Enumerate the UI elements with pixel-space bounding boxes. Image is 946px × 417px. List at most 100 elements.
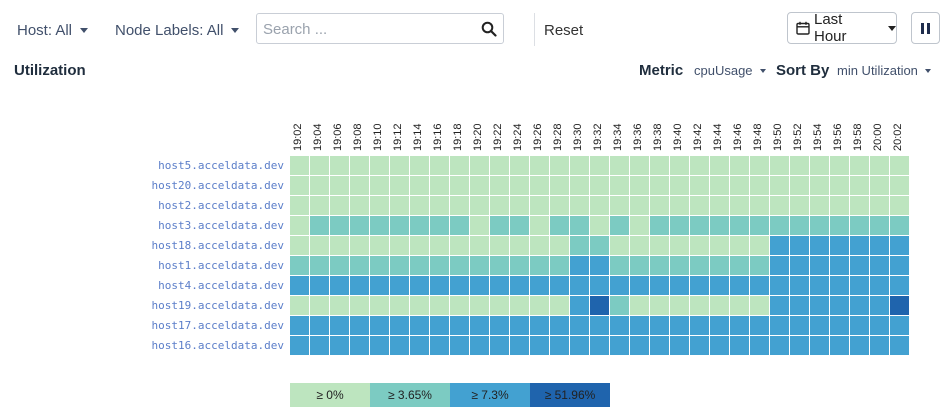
heatmap-cell[interactable] — [670, 276, 690, 296]
heatmap-cell[interactable] — [670, 236, 690, 256]
heatmap-cell[interactable] — [730, 176, 750, 196]
heatmap-cell[interactable] — [490, 336, 510, 356]
host-link[interactable]: host17.acceldata.dev — [151, 319, 284, 332]
heatmap-cell[interactable] — [410, 276, 430, 296]
heatmap-cell[interactable] — [670, 156, 690, 176]
heatmap-cell[interactable] — [790, 276, 810, 296]
heatmap-cell[interactable] — [670, 176, 690, 196]
heatmap-cell[interactable] — [450, 236, 470, 256]
heatmap-cell[interactable] — [730, 316, 750, 336]
heatmap-cell[interactable] — [390, 336, 410, 356]
heatmap-cell[interactable] — [510, 176, 530, 196]
heatmap-cell[interactable] — [870, 316, 890, 336]
heatmap-cell[interactable] — [450, 336, 470, 356]
heatmap-cell[interactable] — [490, 296, 510, 316]
heatmap-cell[interactable] — [650, 316, 670, 336]
heatmap-cell[interactable] — [630, 196, 650, 216]
heatmap-cell[interactable] — [310, 336, 330, 356]
search-icon[interactable] — [481, 21, 497, 37]
heatmap-cell[interactable] — [870, 236, 890, 256]
heatmap-cell[interactable] — [870, 276, 890, 296]
heatmap-cell[interactable] — [650, 256, 670, 276]
heatmap-cell[interactable] — [590, 316, 610, 336]
heatmap-cell[interactable] — [730, 336, 750, 356]
heatmap-cell[interactable] — [530, 296, 550, 316]
heatmap-cell[interactable] — [330, 296, 350, 316]
heatmap-cell[interactable] — [330, 316, 350, 336]
heatmap-cell[interactable] — [570, 296, 590, 316]
heatmap-cell[interactable] — [290, 236, 310, 256]
heatmap-cell[interactable] — [850, 276, 870, 296]
heatmap-cell[interactable] — [650, 176, 670, 196]
heatmap-cell[interactable] — [510, 336, 530, 356]
host-link[interactable]: host19.acceldata.dev — [151, 299, 284, 312]
heatmap-cell[interactable] — [850, 176, 870, 196]
heatmap-cell[interactable] — [430, 176, 450, 196]
node-labels-filter-dropdown[interactable]: Node Labels: All — [115, 22, 240, 39]
heatmap-cell[interactable] — [610, 296, 630, 316]
heatmap-cell[interactable] — [610, 236, 630, 256]
host-link[interactable]: host18.acceldata.dev — [151, 239, 284, 252]
heatmap-cell[interactable] — [670, 296, 690, 316]
heatmap-cell[interactable] — [410, 256, 430, 276]
heatmap-cell[interactable] — [770, 336, 790, 356]
heatmap-cell[interactable] — [630, 216, 650, 236]
heatmap-cell[interactable] — [730, 216, 750, 236]
heatmap-cell[interactable] — [570, 196, 590, 216]
heatmap-cell[interactable] — [330, 176, 350, 196]
heatmap-cell[interactable] — [570, 256, 590, 276]
heatmap-cell[interactable] — [350, 216, 370, 236]
heatmap-cell[interactable] — [530, 196, 550, 216]
heatmap-cell[interactable] — [830, 316, 850, 336]
heatmap-cell[interactable] — [350, 336, 370, 356]
heatmap-cell[interactable] — [410, 156, 430, 176]
heatmap-cell[interactable] — [570, 276, 590, 296]
heatmap-cell[interactable] — [610, 276, 630, 296]
heatmap-cell[interactable] — [630, 276, 650, 296]
heatmap-cell[interactable] — [790, 296, 810, 316]
heatmap-cell[interactable] — [510, 276, 530, 296]
heatmap-cell[interactable] — [590, 296, 610, 316]
heatmap-cell[interactable] — [710, 216, 730, 236]
heatmap-cell[interactable] — [290, 156, 310, 176]
heatmap-cell[interactable] — [570, 316, 590, 336]
heatmap-cell[interactable] — [310, 176, 330, 196]
heatmap-cell[interactable] — [890, 156, 910, 176]
heatmap-cell[interactable] — [850, 296, 870, 316]
heatmap-cell[interactable] — [510, 296, 530, 316]
heatmap-cell[interactable] — [690, 336, 710, 356]
heatmap-cell[interactable] — [750, 176, 770, 196]
heatmap-cell[interactable] — [870, 256, 890, 276]
heatmap-cell[interactable] — [350, 176, 370, 196]
heatmap-cell[interactable] — [810, 196, 830, 216]
heatmap-cell[interactable] — [570, 236, 590, 256]
heatmap-cell[interactable] — [530, 216, 550, 236]
heatmap-cell[interactable] — [730, 276, 750, 296]
heatmap-cell[interactable] — [470, 256, 490, 276]
heatmap-cell[interactable] — [830, 176, 850, 196]
heatmap-cell[interactable] — [730, 256, 750, 276]
heatmap-cell[interactable] — [650, 296, 670, 316]
host-link[interactable]: host1.acceldata.dev — [158, 259, 284, 272]
heatmap-cell[interactable] — [350, 296, 370, 316]
heatmap-cell[interactable] — [870, 336, 890, 356]
heatmap-cell[interactable] — [710, 296, 730, 316]
heatmap-cell[interactable] — [890, 176, 910, 196]
heatmap-cell[interactable] — [830, 276, 850, 296]
heatmap-cell[interactable] — [290, 276, 310, 296]
heatmap-cell[interactable] — [310, 196, 330, 216]
heatmap-cell[interactable] — [570, 176, 590, 196]
heatmap-cell[interactable] — [690, 236, 710, 256]
heatmap-cell[interactable] — [610, 156, 630, 176]
heatmap-cell[interactable] — [530, 156, 550, 176]
heatmap-cell[interactable] — [390, 156, 410, 176]
heatmap-cell[interactable] — [610, 216, 630, 236]
heatmap-cell[interactable] — [630, 256, 650, 276]
heatmap-cell[interactable] — [810, 316, 830, 336]
heatmap-cell[interactable] — [510, 156, 530, 176]
heatmap-cell[interactable] — [730, 236, 750, 256]
heatmap-cell[interactable] — [450, 176, 470, 196]
heatmap-cell[interactable] — [730, 156, 750, 176]
heatmap-cell[interactable] — [830, 256, 850, 276]
heatmap-cell[interactable] — [450, 156, 470, 176]
